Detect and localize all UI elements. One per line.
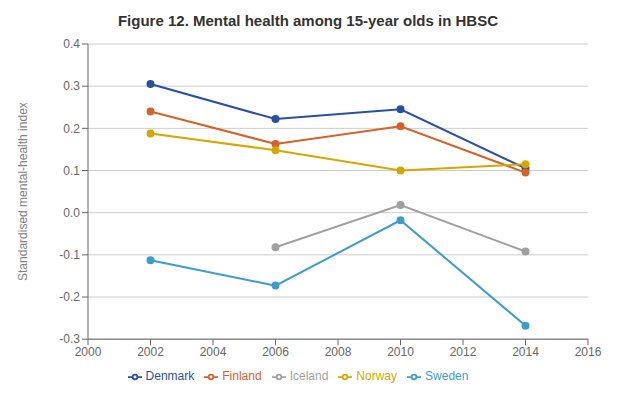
svg-text:0.3: 0.3 <box>63 79 80 93</box>
html-text:Denmark: Denmark <box>145 369 195 384</box>
svg-text:2000: 2000 <box>75 345 102 359</box>
svg-text:0.4: 0.4 <box>63 37 80 51</box>
svg-text:0.2: 0.2 <box>63 122 80 136</box>
html-text:Figure 12. Mental health among: Figure 12. Mental health among 15-year o… <box>118 12 498 29</box>
svg-text:2008: 2008 <box>325 345 352 359</box>
html-text:Finland: Finland <box>222 369 262 384</box>
svg-text:-0.2: -0.2 <box>59 290 80 304</box>
svg-text:2004: 2004 <box>200 345 227 359</box>
svg-text:-0.3: -0.3 <box>59 332 80 346</box>
svg-text:0.0: 0.0 <box>63 206 80 220</box>
svg-text:2010: 2010 <box>387 345 414 359</box>
svg-text:2002: 2002 <box>137 345 164 359</box>
svg-text:Standardised mental-health ind: Standardised mental-health index <box>16 102 30 281</box>
html-text:Sweden: Sweden <box>425 369 469 384</box>
svg-text:-0.1: -0.1 <box>59 248 80 262</box>
svg-text:2006: 2006 <box>262 345 289 359</box>
svg-text:2014: 2014 <box>512 345 539 359</box>
html-text:Norway: Norway <box>356 369 397 384</box>
svg-text:2012: 2012 <box>450 345 477 359</box>
html-text:Iceland: Iceland <box>289 369 329 384</box>
svg-text:0.1: 0.1 <box>63 164 80 178</box>
svg-text:2016: 2016 <box>575 345 602 359</box>
